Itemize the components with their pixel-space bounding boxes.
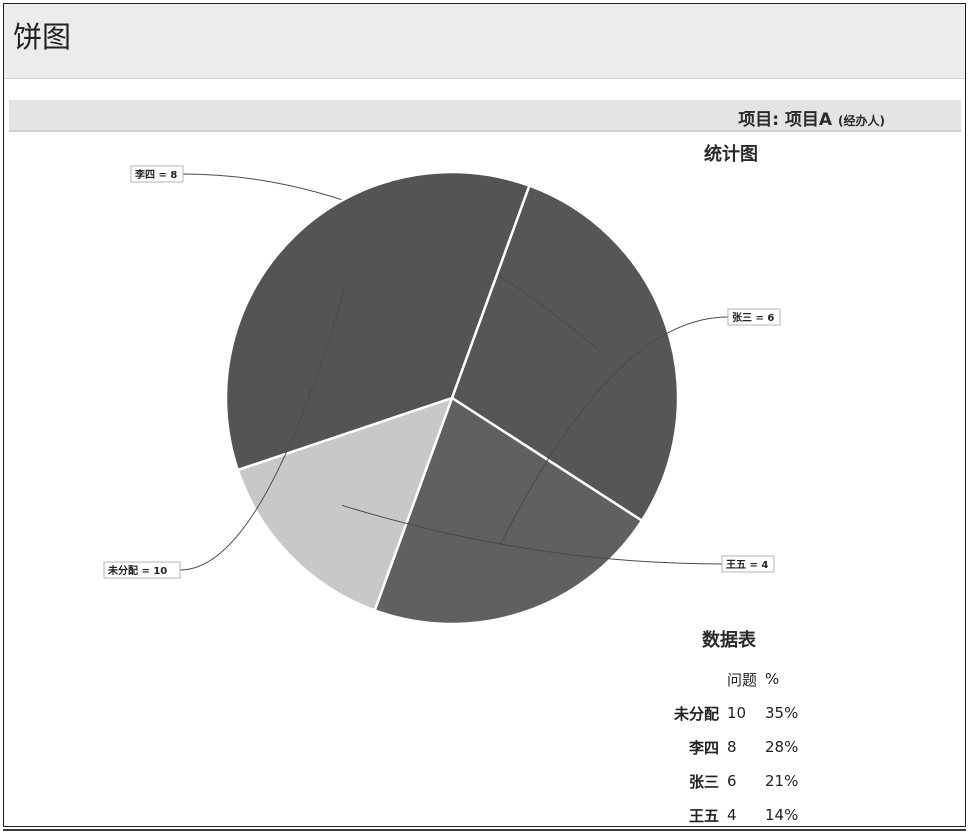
- row-name: 未分配: [673, 704, 719, 723]
- header-name: [655, 662, 727, 696]
- callout-box: [130, 165, 184, 183]
- callout-label: 未分配 = 10: [107, 564, 167, 577]
- callout-box: [103, 561, 181, 579]
- data-table-title: 数据表: [702, 630, 756, 651]
- chart-title: 统计图: [704, 144, 758, 165]
- row-count: 6: [727, 772, 737, 790]
- pie-slice: [224, 170, 531, 472]
- callout-box: [727, 308, 781, 326]
- callout-label: 张三 = 6: [732, 311, 774, 324]
- project-role: (经办人): [838, 114, 885, 128]
- project-label: 项目: 项目A (经办人): [738, 105, 885, 130]
- bottom-rule: [3, 829, 966, 831]
- row-count: 8: [727, 738, 737, 756]
- table-row: 张三 6 21%: [655, 764, 815, 798]
- row-name: 王五: [688, 806, 719, 825]
- row-pct: 21%: [765, 772, 799, 790]
- pie-slice: [236, 395, 455, 612]
- row-pct: 28%: [765, 738, 799, 756]
- header-count: 问题: [727, 670, 758, 689]
- project-bar: 项目: 项目A (经办人): [9, 100, 961, 132]
- callout-label: 王五 = 4: [726, 559, 768, 571]
- callout-box: [721, 555, 775, 573]
- pie-slice: [450, 184, 680, 523]
- row-pct: 35%: [765, 704, 799, 722]
- row-count: 4: [727, 806, 737, 824]
- table-row: 未分配 10 35%: [655, 696, 815, 730]
- project-name: 项目: 项目A: [738, 110, 833, 130]
- pie-slice: [373, 396, 644, 626]
- table-row: 王五 4 14%: [655, 798, 815, 832]
- callout-label: 李四 = 8: [134, 168, 177, 181]
- leader-line: [341, 504, 723, 565]
- row-name: 张三: [688, 772, 719, 791]
- table-row: 李四 8 28%: [655, 730, 815, 764]
- row-count: 10: [727, 704, 747, 722]
- row-name: 李四: [688, 738, 719, 757]
- row-pct: 14%: [765, 806, 799, 824]
- data-table: 问题 % 未分配 10 35% 李四 8 28% 张三 6 21% 王五 4 1…: [655, 662, 815, 832]
- page-title: 饼图: [13, 20, 72, 54]
- data-table-header-row: 问题 %: [655, 662, 815, 696]
- leader-line: [179, 287, 346, 571]
- header-bar: 饼图: [4, 4, 965, 79]
- page-frame: 饼图: [3, 3, 966, 827]
- header-pct: %: [765, 670, 780, 688]
- leader-line: [500, 316, 729, 544]
